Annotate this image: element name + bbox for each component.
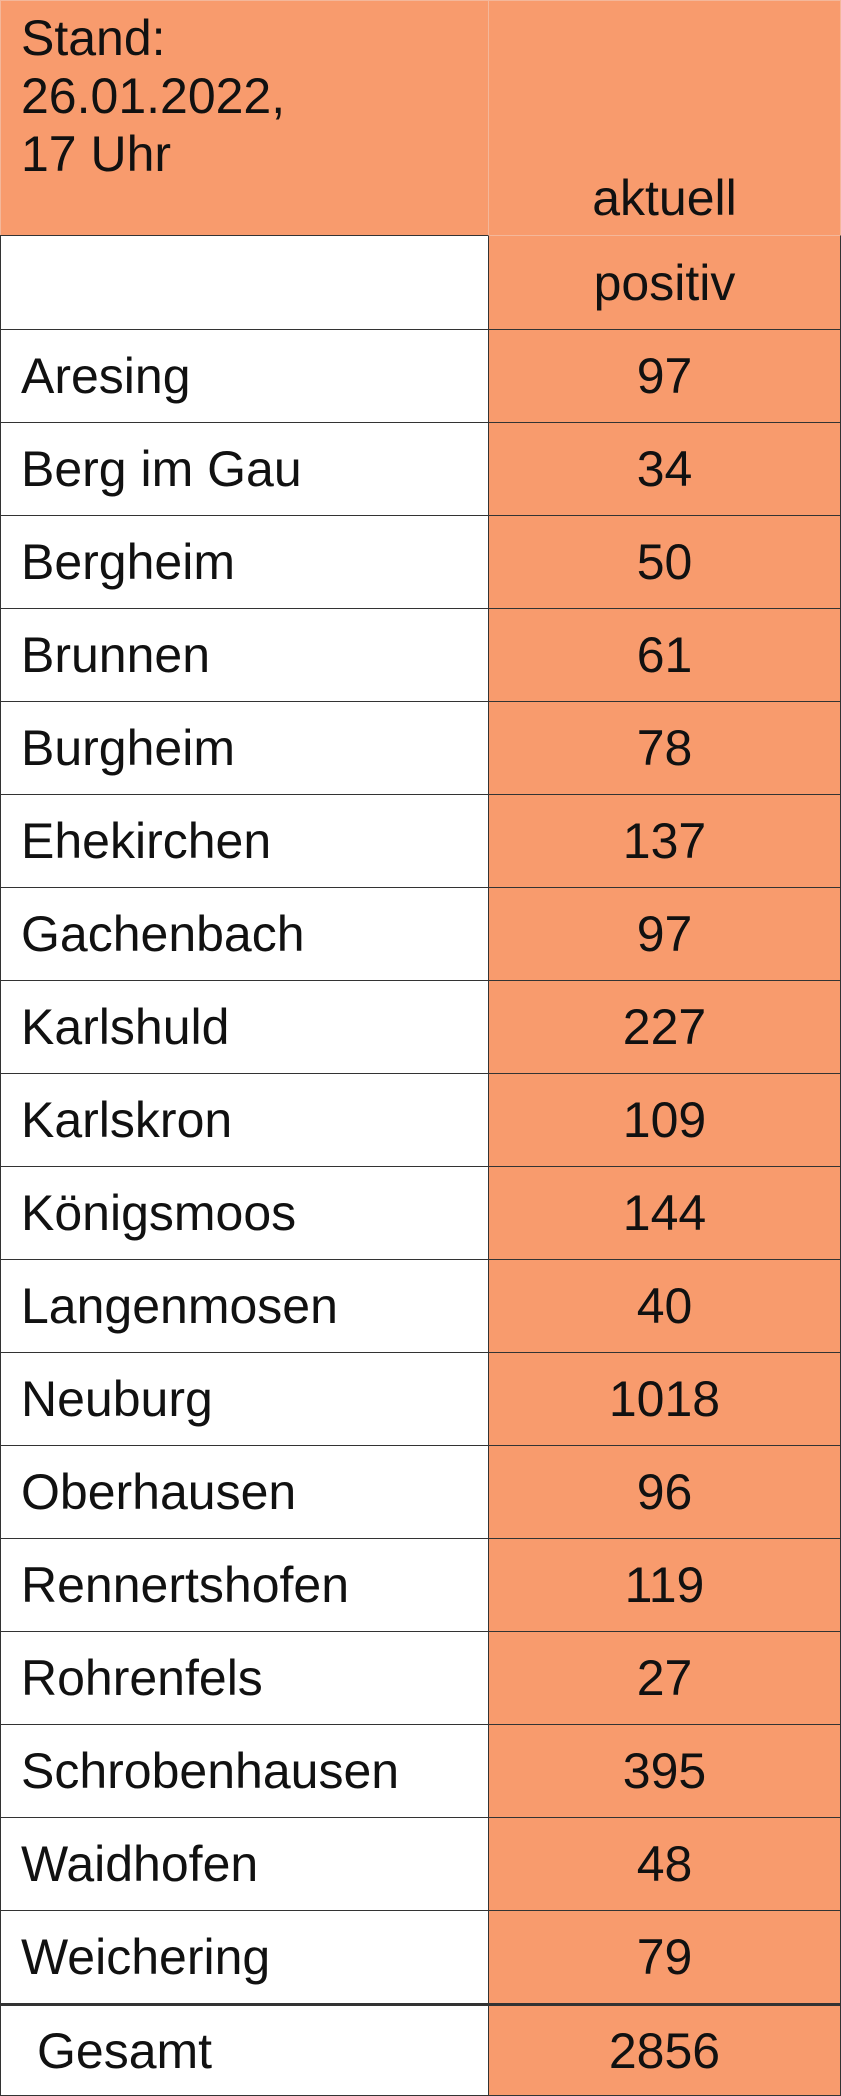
row-name: Aresing bbox=[0, 329, 489, 423]
header-line: 26.01.2022, bbox=[21, 68, 286, 124]
row-name: Rennertshofen bbox=[0, 1538, 489, 1632]
row-value: 78 bbox=[488, 701, 841, 795]
row-value: 50 bbox=[488, 515, 841, 609]
row-name: Königsmoos bbox=[0, 1166, 489, 1260]
row-name: Langenmosen bbox=[0, 1259, 489, 1353]
row-name: Oberhausen bbox=[0, 1445, 489, 1539]
row-value: 137 bbox=[488, 794, 841, 888]
row-name: Ehekirchen bbox=[0, 794, 489, 888]
row-name: Karlshuld bbox=[0, 980, 489, 1074]
row-value: 96 bbox=[488, 1445, 841, 1539]
row-value: 144 bbox=[488, 1166, 841, 1260]
header-line: 17 Uhr bbox=[21, 126, 172, 182]
row-value: 119 bbox=[488, 1538, 841, 1632]
row-name: Weichering bbox=[0, 1910, 489, 2004]
row-value: 34 bbox=[488, 422, 841, 516]
row-name: Karlskron bbox=[0, 1073, 489, 1167]
row-name: Berg im Gau bbox=[0, 422, 489, 516]
row-name: Burgheim bbox=[0, 701, 489, 795]
row-value: 27 bbox=[488, 1631, 841, 1725]
row-value: 97 bbox=[488, 887, 841, 981]
total-value: 2856 bbox=[488, 2003, 841, 2096]
subheader-column: positiv bbox=[488, 235, 841, 330]
row-value: 227 bbox=[488, 980, 841, 1074]
row-value: 48 bbox=[488, 1817, 841, 1911]
row-value: 40 bbox=[488, 1259, 841, 1353]
row-value: 79 bbox=[488, 1910, 841, 2004]
header-line: Stand: bbox=[21, 10, 166, 66]
row-name: Rohrenfels bbox=[0, 1631, 489, 1725]
row-name: Schrobenhausen bbox=[0, 1724, 489, 1818]
row-name: Waidhofen bbox=[0, 1817, 489, 1911]
row-value: 61 bbox=[488, 608, 841, 702]
row-name: Gachenbach bbox=[0, 887, 489, 981]
row-name: Bergheim bbox=[0, 515, 489, 609]
row-value: 395 bbox=[488, 1724, 841, 1818]
row-name: Brunnen bbox=[0, 608, 489, 702]
row-name: Neuburg bbox=[0, 1352, 489, 1446]
header-label: Stand: 26.01.2022, 17 Uhr bbox=[0, 0, 489, 236]
row-value: 109 bbox=[488, 1073, 841, 1167]
subheader-blank bbox=[0, 235, 489, 330]
total-label: Gesamt bbox=[0, 2003, 489, 2096]
header-column: aktuell bbox=[488, 0, 841, 236]
row-value: 1018 bbox=[488, 1352, 841, 1446]
row-value: 97 bbox=[488, 329, 841, 423]
